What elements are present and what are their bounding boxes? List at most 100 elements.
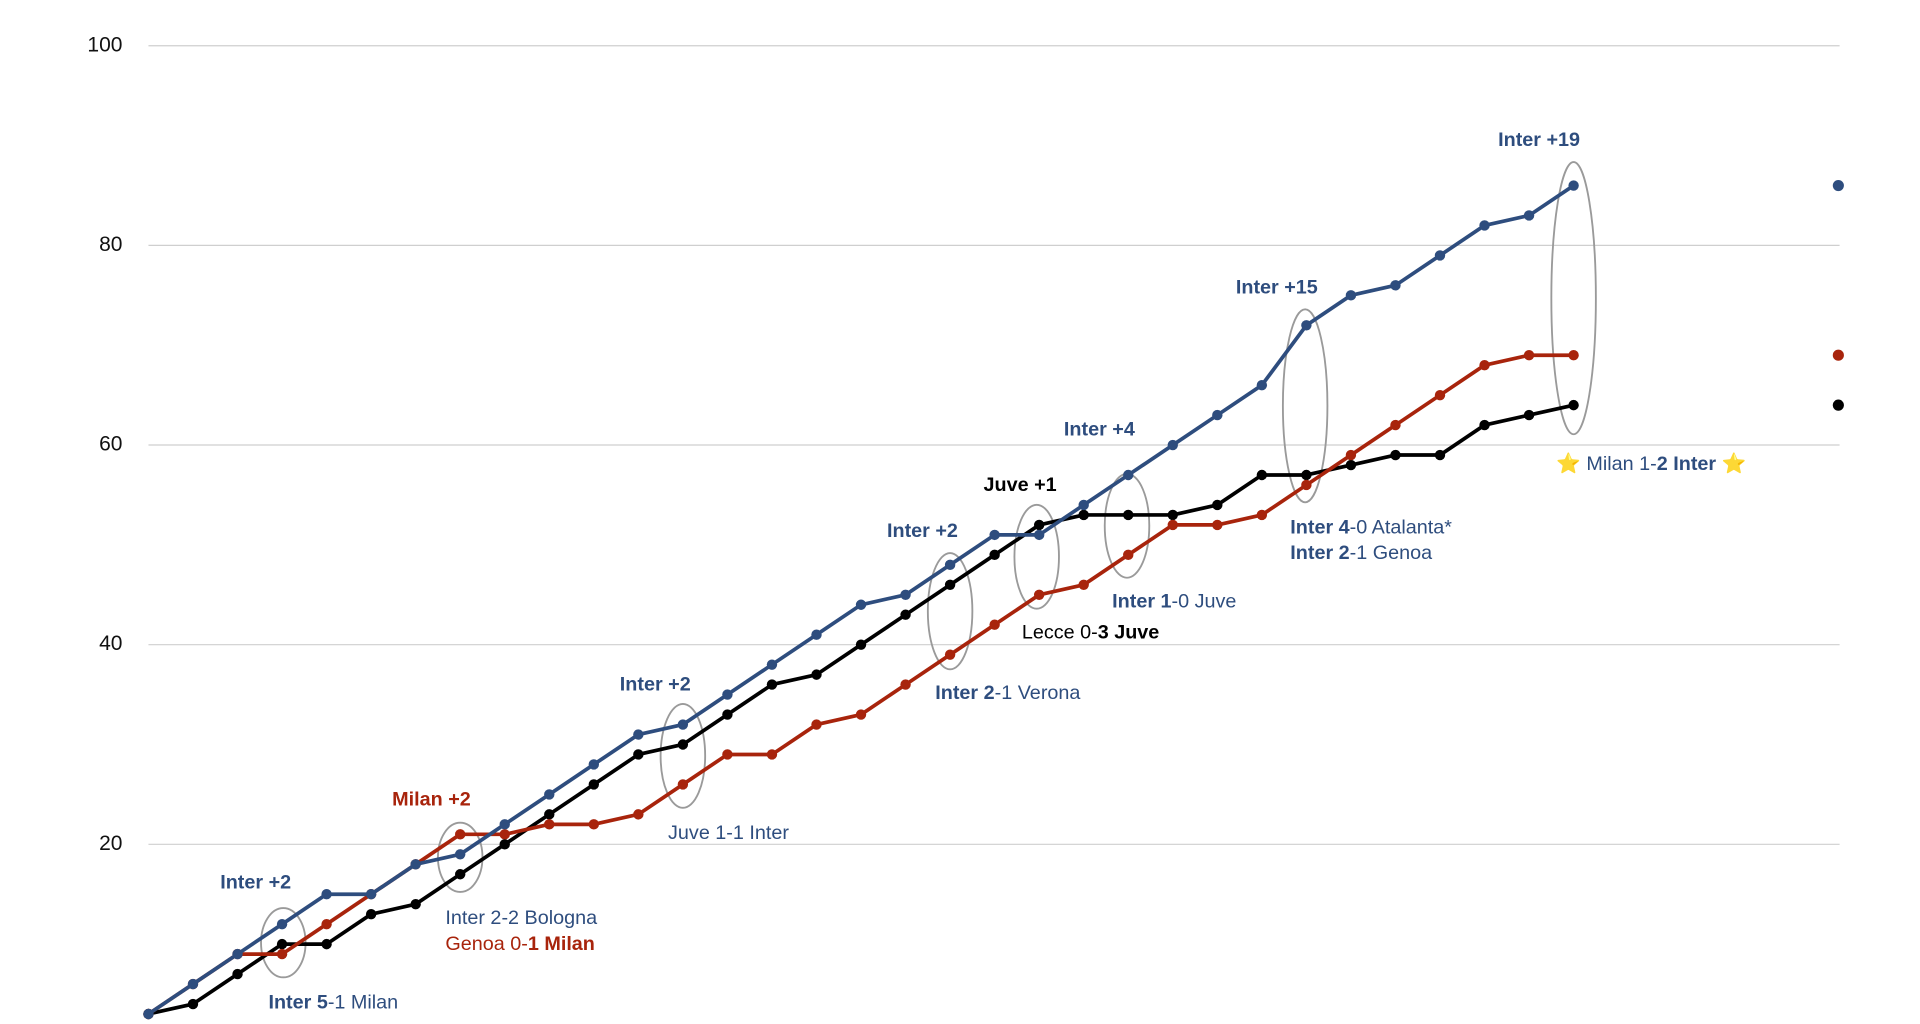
- data-point: [633, 809, 644, 820]
- data-point: [143, 1008, 154, 1020]
- data-point: [499, 839, 510, 850]
- data-point: [1390, 449, 1401, 461]
- data-point: [544, 789, 555, 800]
- annotation: ⭐ Milan 1-2 Inter ⭐: [1556, 452, 1746, 475]
- annotation: Inter 2-1 Verona: [935, 682, 1080, 704]
- data-point: [1212, 409, 1223, 421]
- annotation: Inter 1-0 Juve: [1112, 591, 1236, 613]
- data-point: [1123, 469, 1134, 481]
- annotation-segment: 2 Inter: [1657, 453, 1717, 475]
- highlight-ellipse: [1103, 472, 1151, 579]
- data-point: [588, 759, 600, 770]
- data-point: [1523, 210, 1535, 221]
- highlight-ellipse: [1013, 503, 1060, 610]
- data-point: [321, 938, 332, 950]
- series-line: [147, 353, 1574, 1016]
- annotation-segment: -0 Atalanta*: [1350, 517, 1453, 539]
- data-point: [1212, 519, 1223, 531]
- annotation: Inter 2-2 Bologna: [445, 907, 597, 929]
- annotation-segment: -1 Genoa: [1350, 542, 1432, 564]
- data-point: [1256, 379, 1268, 391]
- data-point: [187, 978, 199, 990]
- annotation: Juve +1: [984, 474, 1057, 496]
- data-point: [855, 599, 867, 610]
- data-point: [1033, 589, 1045, 600]
- data-point: [766, 659, 778, 670]
- data-point: [1568, 399, 1579, 411]
- data-point: [544, 809, 555, 820]
- annotation-segment: Inter +2: [620, 674, 691, 696]
- data-point: [766, 749, 778, 760]
- data-point: [187, 998, 199, 1010]
- data-point: [722, 749, 733, 760]
- annotation-segment: Inter 2-2 Bologna: [445, 907, 597, 929]
- data-point: [944, 649, 956, 660]
- data-point: [677, 719, 689, 730]
- annotation-segment: Inter 2: [935, 682, 994, 704]
- data-point: [633, 729, 644, 740]
- annotation: Inter +19: [1498, 129, 1580, 151]
- annotation-segment: Juve +1: [984, 474, 1057, 496]
- data-point: [544, 819, 555, 830]
- annotation-segment: Inter 2: [1290, 542, 1349, 564]
- data-point: [1123, 549, 1134, 561]
- data-point: [811, 629, 822, 640]
- data-point: [1078, 579, 1089, 590]
- annotation: Inter 2-1 Genoa: [1290, 542, 1432, 564]
- data-point: [1345, 459, 1357, 471]
- data-point: [1033, 529, 1045, 541]
- annotation: Inter +2: [620, 674, 691, 696]
- annotation: Genoa 0-1 Milan: [445, 933, 595, 955]
- data-point: [276, 948, 288, 960]
- data-point: [1523, 409, 1535, 421]
- y-tick-label: 60: [99, 433, 122, 456]
- annotation-segment: Inter +4: [1064, 419, 1135, 441]
- data-point: [989, 549, 1000, 561]
- annotation-segment: Inter 5: [268, 992, 327, 1014]
- data-point: [989, 529, 1000, 541]
- end-marker: [1832, 399, 1844, 411]
- annotation: Inter 4-0 Atalanta*: [1290, 517, 1452, 539]
- data-point: [1568, 180, 1579, 191]
- annotation: Inter +15: [1236, 277, 1318, 299]
- annotation: Milan +2: [392, 789, 471, 811]
- data-point: [811, 669, 822, 680]
- data-point: [900, 589, 911, 600]
- y-tick-label: 80: [99, 233, 122, 256]
- data-point: [1301, 479, 1312, 491]
- annotation: Inter +2: [887, 520, 958, 542]
- data-point: [1479, 220, 1490, 231]
- data-point: [276, 938, 288, 950]
- data-point: [499, 829, 510, 840]
- data-point: [321, 889, 332, 900]
- data-point: [1212, 499, 1223, 511]
- data-point: [1434, 389, 1446, 401]
- data-point: [1479, 360, 1490, 371]
- annotation-segment: Inter 1: [1112, 591, 1171, 613]
- data-point: [989, 619, 1000, 630]
- end-marker: [1832, 179, 1844, 192]
- data-point: [1301, 469, 1312, 481]
- data-point: [766, 679, 778, 690]
- data-point: [1123, 509, 1134, 521]
- annotation-segment: ⭐: [1716, 452, 1746, 475]
- data-point: [1167, 519, 1178, 531]
- data-point: [1345, 290, 1357, 301]
- data-point: [1033, 519, 1045, 531]
- data-point: [1390, 419, 1401, 431]
- data-point: [232, 968, 243, 980]
- data-point: [1256, 509, 1268, 521]
- annotation: Inter 5-1 Milan: [268, 992, 398, 1014]
- data-point: [1390, 280, 1401, 291]
- annotation-segment: -0 Juve: [1172, 591, 1237, 613]
- annotation-segment: ⭐ Milan 1-: [1556, 452, 1656, 475]
- y-tick-label: 40: [99, 632, 122, 655]
- data-point: [722, 709, 733, 720]
- highlight-ellipse: [659, 703, 707, 809]
- data-point: [455, 829, 466, 840]
- annotation: Inter +4: [1064, 419, 1135, 441]
- y-tick-label: 100: [87, 33, 122, 56]
- data-point: [365, 889, 377, 900]
- data-point: [232, 948, 243, 960]
